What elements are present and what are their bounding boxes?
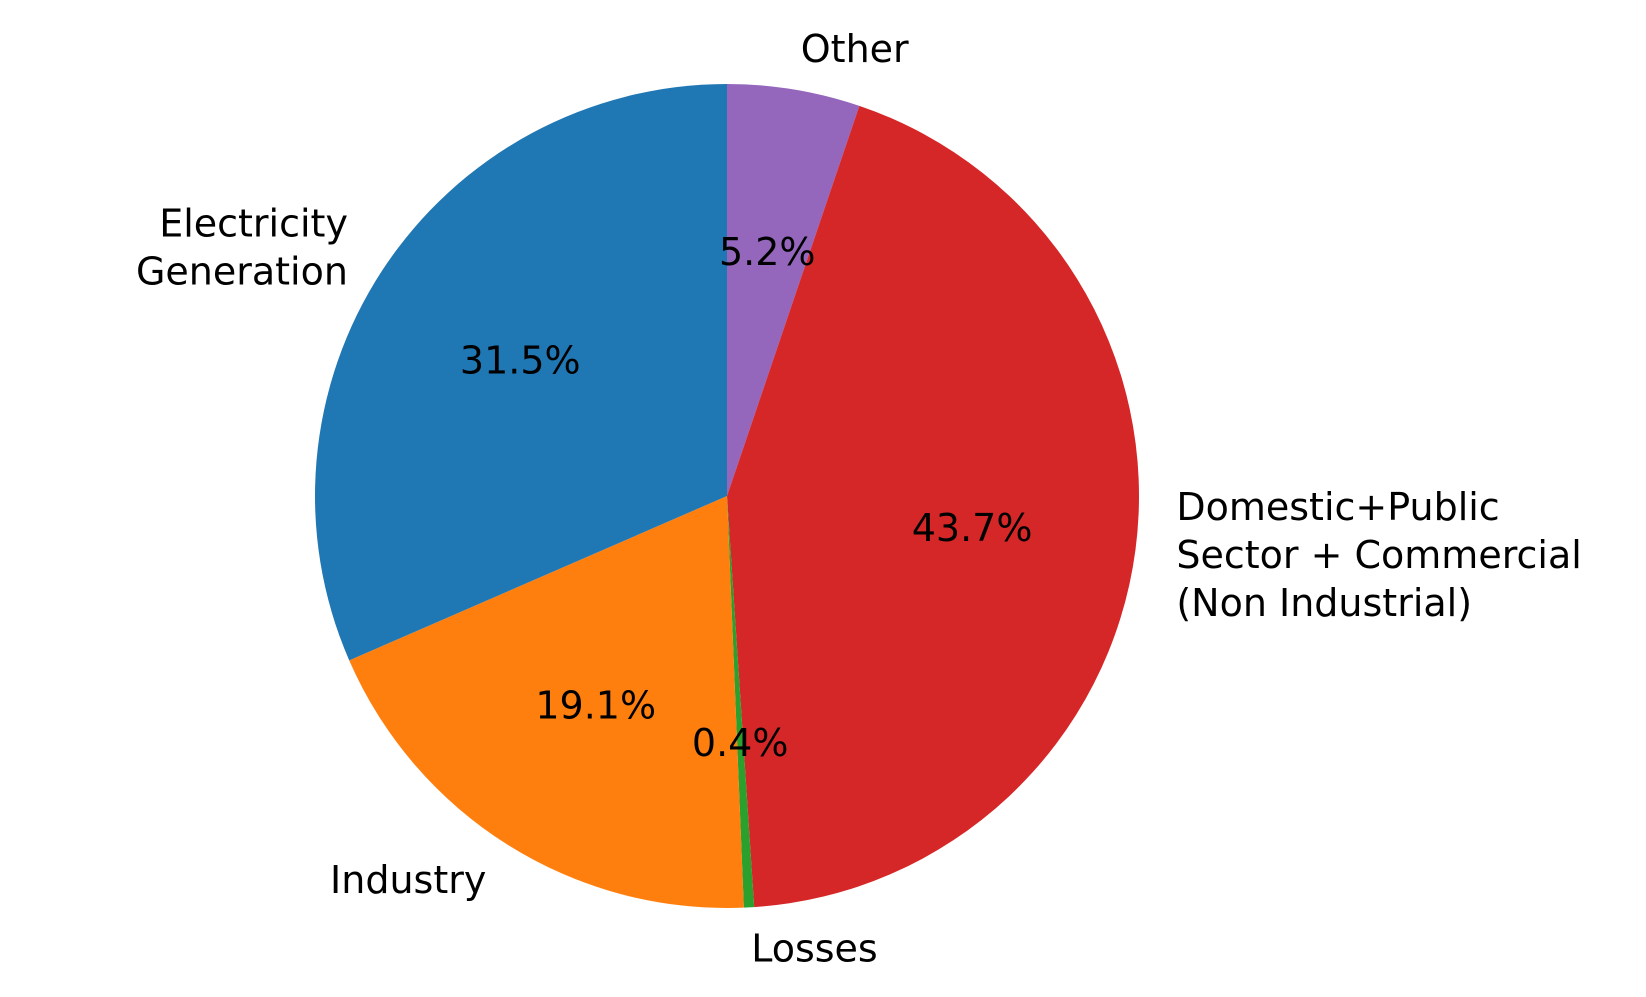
pie-slice-other: [727, 84, 860, 496]
pct-label-industry: 19.1%: [535, 683, 656, 727]
category-label-line: Other: [801, 27, 909, 71]
category-label-line: Generation: [136, 250, 348, 294]
category-label-line: Losses: [751, 927, 878, 971]
category-labels: Other Domestic+Public Sector + Commercial(…: [136, 27, 1582, 971]
category-label-domestic-public-sector-commercial-non-industrial: Domestic+Public Sector + Commercial (Non I…: [1176, 485, 1581, 625]
pct-label-domestic-public-sector-commercial-non-industrial: 43.7%: [912, 506, 1033, 550]
pct-label-losses: 0.4%: [692, 721, 789, 765]
pie-slice-industry: [349, 496, 744, 908]
category-label-industry: Industry: [330, 858, 486, 902]
category-label-line: Domestic+Public: [1176, 485, 1499, 529]
pct-label-electricity-generation: 31.5%: [460, 338, 581, 382]
category-label-line: Electricity: [159, 202, 348, 246]
category-label-other: Other: [801, 27, 909, 71]
category-label-line: (Non Industrial): [1176, 581, 1472, 625]
category-label-line: Industry: [330, 858, 486, 902]
pie-slice-domestic-public-sector-commercial-non-industrial: [727, 105, 1140, 908]
percentage-labels: 5.2% 43.7% 0.4% 19.1% 31.5%: [460, 230, 1033, 765]
category-label-electricity-generation: Electricity Generation: [136, 202, 348, 294]
pie-slice-losses: [727, 496, 755, 908]
pie-slices: [315, 84, 1140, 908]
pct-label-other: 5.2%: [719, 230, 816, 274]
category-label-losses: Losses: [751, 927, 878, 971]
pie-slice-electricity-generation: [315, 84, 727, 661]
category-label-line: Sector + Commercial: [1176, 533, 1581, 577]
